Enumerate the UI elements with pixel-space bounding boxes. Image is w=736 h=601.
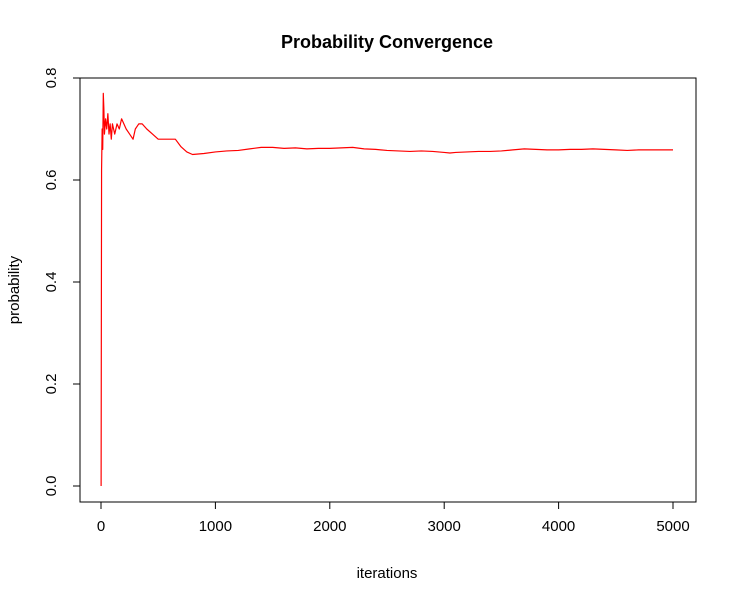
series-layer — [100, 92, 673, 487]
x-tick-label: 5000 — [656, 518, 689, 535]
x-tick-label: 0 — [97, 518, 105, 535]
y-tick-label: 0.6 — [43, 170, 60, 191]
y-tick-label: 0.8 — [43, 68, 60, 89]
y-axis: 0.0 0.2 0.4 0.6 0.8 — [43, 68, 81, 497]
x-tick-label: 4000 — [542, 518, 575, 535]
series-line — [100, 92, 673, 487]
y-axis-label: probability — [6, 255, 23, 324]
y-tick-label: 0.2 — [43, 374, 60, 395]
plot-frame — [79, 77, 697, 503]
y-tick-label: 0.0 — [43, 476, 60, 497]
x-axis-label: iterations — [357, 565, 418, 582]
x-tick-label: 1000 — [199, 518, 232, 535]
y-tick-label: 0.4 — [43, 272, 60, 293]
chart-title: Probability Convergence — [281, 32, 493, 52]
x-tick-label: 3000 — [428, 518, 461, 535]
x-axis: 0 1000 2000 3000 4000 5000 — [97, 501, 690, 535]
x-tick-label: 2000 — [313, 518, 346, 535]
